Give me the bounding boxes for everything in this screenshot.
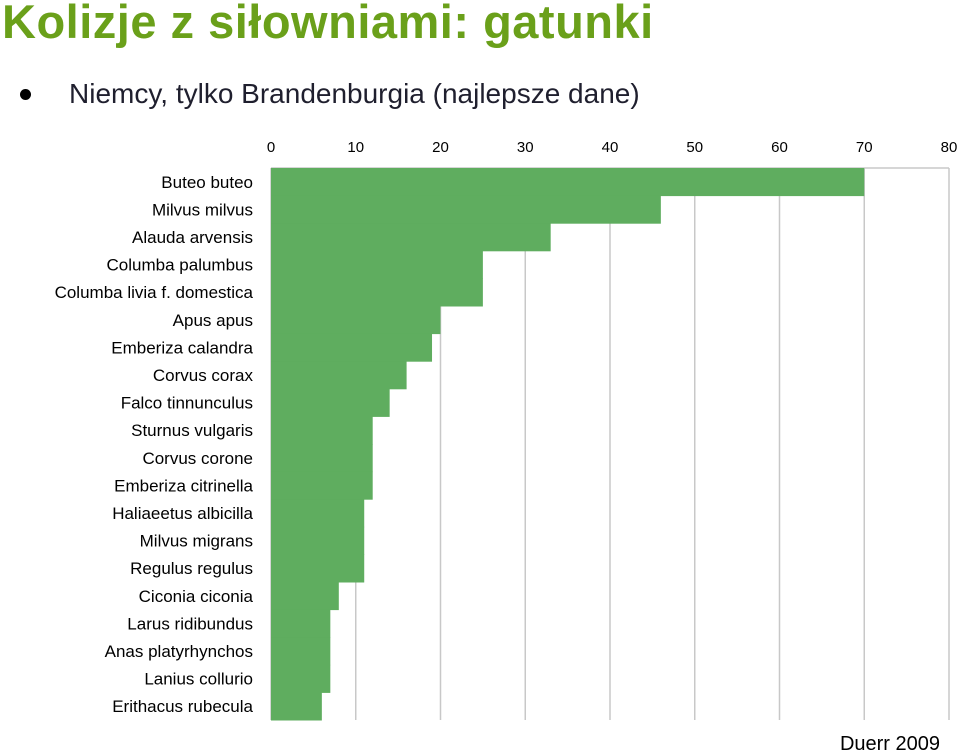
category-label: Ciconia ciconia [139,587,254,606]
category-label: Sturnus vulgaris [131,421,253,440]
category-label: Apus apus [173,311,253,330]
bar [271,223,551,252]
x-axis-ticks: 0 10 20 30 40 50 60 70 80 [267,139,958,156]
category-label: Anas platyrhynchos [105,642,253,661]
category-label: Alauda arvensis [132,228,253,247]
category-label: Haliaeetus albicilla [112,504,253,523]
bar [271,582,339,611]
bar [271,306,441,335]
bar [271,664,331,693]
category-label: Erithacus rubecula [112,697,253,716]
bar [271,388,390,417]
bar [271,250,483,279]
x-tick-label: 10 [347,139,364,156]
x-tick-label: 80 [941,139,958,156]
bar [271,333,433,362]
x-tick-label: 0 [267,139,275,156]
category-label: Columba palumbus [107,256,253,275]
bullet-point: Niemcy, tylko Brandenburgia (najlepsze d… [20,74,640,114]
chart-bars [271,168,865,721]
category-label: Corvus corax [153,366,254,385]
bar [271,609,331,638]
x-tick-label: 20 [432,139,449,156]
bullet-text: Niemcy, tylko Brandenburgia (najlepsze d… [69,78,640,109]
x-tick-label: 60 [771,139,788,156]
bar [271,278,483,307]
category-label: Milvus migrans [140,532,253,551]
category-label: Buteo buteo [161,173,253,192]
bar-chart: 0 10 20 30 40 50 60 70 80 Buteo buteo Milvus milv… [55,139,958,721]
bar [271,692,322,721]
bar [271,554,365,583]
category-label: Columba livia f. domestica [55,283,254,302]
x-tick-label: 50 [686,139,703,156]
x-tick-label: 40 [602,139,619,156]
category-label: Falco tinnunculus [121,394,253,413]
bar [271,471,373,500]
category-labels: Buteo buteo Milvus milvus Alauda arvensis C… [55,173,254,716]
category-label: Larus ridibundus [127,614,253,633]
x-tick-label: 30 [517,139,534,156]
bar [271,416,373,445]
bar [271,168,865,197]
category-label: Emberiza citrinella [114,476,253,495]
category-label: Lanius collurio [144,670,253,689]
source-credit: Duerr 2009 [839,733,940,755]
bar [271,361,407,390]
category-label: Milvus milvus [152,200,253,219]
bar [271,444,373,473]
category-label: Corvus corone [142,449,253,468]
bar [271,195,661,224]
bar [271,526,365,555]
category-label: Emberiza calandra [111,338,253,357]
category-label: Regulus regulus [130,559,253,578]
x-tick-label: 70 [856,139,873,156]
bullet-icon [20,88,31,100]
page-title: Kolizje z siłowniami: gatunki [2,0,654,48]
bar [271,637,331,666]
bar [271,499,365,528]
